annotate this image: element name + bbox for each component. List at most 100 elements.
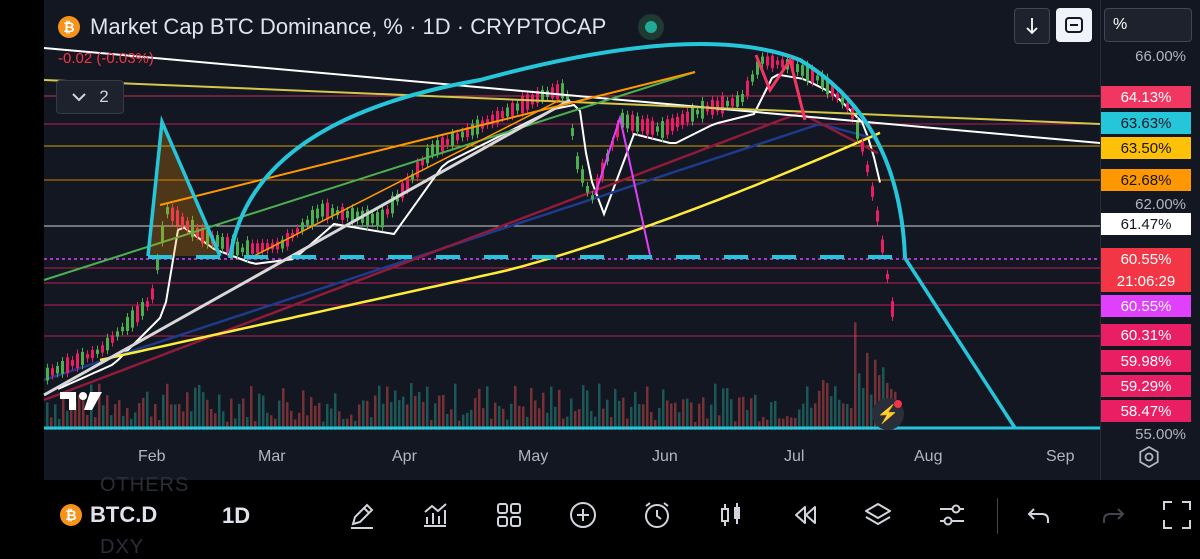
volume-bar bbox=[74, 402, 77, 430]
candle-body bbox=[101, 345, 104, 353]
volume-bar bbox=[250, 386, 253, 430]
volume-bar bbox=[610, 417, 613, 430]
candle-body bbox=[131, 310, 134, 328]
volume-bar bbox=[58, 418, 61, 430]
volume-bar bbox=[718, 415, 721, 430]
chart-title: Market Cap BTC Dominance, % · 1D · CRYPT… bbox=[90, 14, 607, 39]
candles-icon[interactable] bbox=[714, 498, 748, 532]
candle-body bbox=[176, 210, 179, 226]
candle-body bbox=[681, 114, 684, 125]
candle-body bbox=[301, 222, 304, 231]
auto-scale-button[interactable] bbox=[1056, 8, 1092, 42]
drawing-overlays bbox=[43, 42, 1100, 430]
candle-body bbox=[891, 301, 894, 317]
fullscreen-icon[interactable] bbox=[1160, 498, 1194, 532]
volume-bar bbox=[622, 397, 625, 430]
scale-mode-button[interactable]: % bbox=[1104, 8, 1192, 42]
timeframe-button[interactable]: 1D bbox=[222, 503, 251, 528]
candle-body bbox=[371, 213, 374, 224]
volume-bar bbox=[842, 403, 845, 430]
candle-body bbox=[821, 74, 824, 88]
indicators-collapse-button[interactable]: 2 bbox=[56, 80, 124, 114]
alert-clock-icon[interactable] bbox=[640, 498, 674, 532]
volume-bar bbox=[766, 419, 769, 430]
candle-body bbox=[86, 354, 89, 359]
undo-icon[interactable] bbox=[1022, 498, 1056, 532]
bottom-toolbar: OTHERS DXY bbox=[0, 474, 1200, 558]
volume-bar bbox=[330, 408, 333, 430]
lightning-icon[interactable]: ⚡ bbox=[872, 398, 904, 430]
candle-body bbox=[621, 112, 624, 128]
settings-sliders-icon[interactable] bbox=[935, 498, 969, 532]
chart-canvas[interactable] bbox=[0, 0, 1100, 480]
volume-bar bbox=[278, 400, 281, 430]
volume-bar bbox=[182, 411, 185, 430]
volume-bar bbox=[706, 418, 709, 430]
candle-body bbox=[501, 110, 504, 119]
volume-bar bbox=[226, 421, 229, 430]
candle-body bbox=[186, 220, 189, 230]
volume-bar bbox=[846, 403, 849, 430]
volume-bar bbox=[106, 395, 109, 430]
volume-bar bbox=[338, 411, 341, 430]
scroll-down-button[interactable] bbox=[1014, 8, 1050, 44]
volume-bar bbox=[262, 395, 265, 430]
volume-bar bbox=[658, 408, 661, 430]
chart-settings-gear-icon[interactable] bbox=[1138, 445, 1160, 469]
volume-bar bbox=[686, 398, 689, 430]
indicators-icon[interactable] bbox=[418, 498, 452, 532]
volume-bar bbox=[238, 403, 241, 430]
price-level-label: 58.47% bbox=[1101, 400, 1191, 422]
candle-body bbox=[161, 225, 164, 243]
volume-bar bbox=[506, 419, 509, 430]
volume-bar bbox=[634, 391, 637, 430]
volume-bar bbox=[146, 391, 149, 430]
volume-bar bbox=[178, 403, 181, 430]
volume-bar bbox=[170, 404, 173, 430]
candle-body bbox=[281, 239, 284, 249]
volume-bar bbox=[758, 421, 761, 430]
volume-bar bbox=[70, 395, 73, 430]
candle-body bbox=[716, 100, 719, 112]
drawing-pen-icon[interactable] bbox=[345, 498, 379, 532]
volume-bar bbox=[386, 386, 389, 430]
volume-bar bbox=[50, 417, 53, 430]
trend-line bbox=[249, 99, 561, 259]
candle-body bbox=[226, 237, 229, 253]
volume-bar bbox=[694, 421, 697, 430]
volume-bar bbox=[870, 394, 873, 430]
market-status-icon[interactable] bbox=[638, 14, 665, 40]
candle-body bbox=[191, 219, 194, 238]
volume-bar bbox=[546, 412, 549, 430]
volume-bar bbox=[822, 380, 825, 430]
replay-icon[interactable] bbox=[788, 498, 822, 532]
candle-body bbox=[571, 128, 574, 136]
volume-bar bbox=[558, 389, 561, 430]
volume-bar bbox=[422, 401, 425, 430]
redo-icon[interactable] bbox=[1096, 498, 1130, 532]
volume-bar bbox=[410, 383, 413, 430]
volume-bar bbox=[698, 403, 701, 430]
candle-body bbox=[261, 242, 264, 252]
volume-bar bbox=[570, 398, 573, 430]
volume-bar bbox=[246, 416, 249, 430]
volume-bar bbox=[702, 397, 705, 430]
volume-bar bbox=[462, 414, 465, 430]
add-icon[interactable] bbox=[566, 498, 600, 532]
volume-bar bbox=[358, 404, 361, 430]
chart-pane[interactable] bbox=[44, 0, 1100, 480]
volume-bar bbox=[206, 399, 209, 430]
templates-icon[interactable] bbox=[492, 498, 526, 532]
volume-bar bbox=[270, 415, 273, 430]
symbol-selector[interactable]: ₿ BTC.D bbox=[60, 502, 157, 528]
volume-bar bbox=[390, 402, 393, 430]
volume-bar bbox=[722, 388, 725, 430]
candle-body bbox=[816, 75, 819, 81]
volume-bar bbox=[394, 390, 397, 430]
volume-bar bbox=[266, 412, 269, 430]
trend-line bbox=[43, 98, 571, 397]
candle-body bbox=[746, 80, 749, 96]
volume-bar bbox=[162, 394, 165, 430]
layers-icon[interactable] bbox=[861, 498, 895, 532]
volume-bar bbox=[98, 383, 101, 430]
